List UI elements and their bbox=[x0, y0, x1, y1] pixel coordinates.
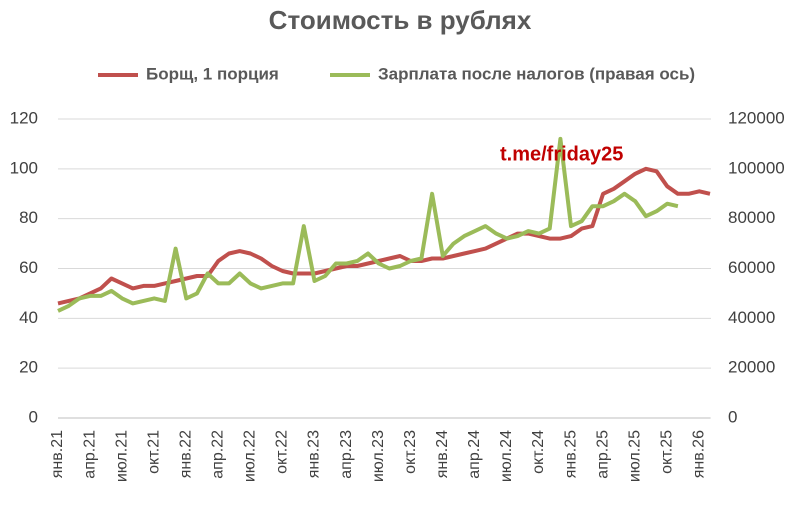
y-tick-label: 120 bbox=[10, 108, 38, 127]
y-tick-label: 80 bbox=[19, 208, 38, 227]
legend-label: Зарплата после налогов (правая ось) bbox=[378, 64, 695, 83]
x-tick-label: янв.26 bbox=[691, 430, 708, 478]
y2-tick-label: 0 bbox=[728, 407, 737, 426]
y-tick-label: 100 bbox=[10, 158, 38, 177]
x-tick-label: окт.25 bbox=[658, 430, 675, 474]
line-series bbox=[57, 166, 711, 306]
x-tick-label: янв.25 bbox=[562, 430, 579, 478]
y-tick-label: 20 bbox=[19, 358, 38, 377]
y2-tick-label: 20000 bbox=[728, 358, 775, 377]
x-tick-label: янв.21 bbox=[49, 430, 66, 478]
x-tick-label: апр.23 bbox=[338, 430, 355, 479]
x-tick-label: июл.22 bbox=[242, 430, 259, 482]
x-tick-label: июл.24 bbox=[498, 430, 515, 482]
x-tick-label: июл.21 bbox=[113, 430, 130, 482]
plot: 0 20 40 60 80 100 120 0 20000 40000 60000 80000 1000… bbox=[10, 64, 785, 482]
x-tick-label: апр.24 bbox=[466, 430, 483, 479]
x-tick-label: окт.21 bbox=[145, 430, 162, 474]
x-tick-label: окт.23 bbox=[402, 430, 419, 474]
legend-label: Борщ, 1 порция bbox=[146, 64, 279, 83]
y-tick-label: 40 bbox=[19, 308, 38, 327]
annotation: t.me/friday25 bbox=[500, 143, 623, 165]
x-tick-label: апр.25 bbox=[594, 430, 611, 479]
chart-title: Стоимость в рублях bbox=[269, 5, 532, 35]
x-tick-label: июл.23 bbox=[370, 430, 387, 482]
y2-tick-label: 120000 bbox=[728, 108, 785, 127]
y2-tick-label: 80000 bbox=[728, 208, 775, 227]
y2-tick-label: 60000 bbox=[728, 258, 775, 277]
y2-tick-label: 100000 bbox=[728, 158, 785, 177]
x-tick-label: окт.22 bbox=[274, 430, 291, 474]
x-tick-label: янв.22 bbox=[177, 430, 194, 478]
y-tick-label: 0 bbox=[29, 407, 38, 426]
x-tick-label: апр.22 bbox=[210, 430, 227, 479]
x-tick-label: окт.24 bbox=[530, 430, 547, 474]
y-tick-label: 60 bbox=[19, 258, 38, 277]
x-tick-label: янв.24 bbox=[434, 430, 451, 478]
y2-tick-label: 40000 bbox=[728, 308, 775, 327]
x-tick-label: апр.21 bbox=[81, 430, 98, 479]
x-tick-label: июл.25 bbox=[626, 430, 643, 482]
x-tick-label: янв.23 bbox=[306, 430, 323, 478]
line-series bbox=[57, 136, 679, 313]
